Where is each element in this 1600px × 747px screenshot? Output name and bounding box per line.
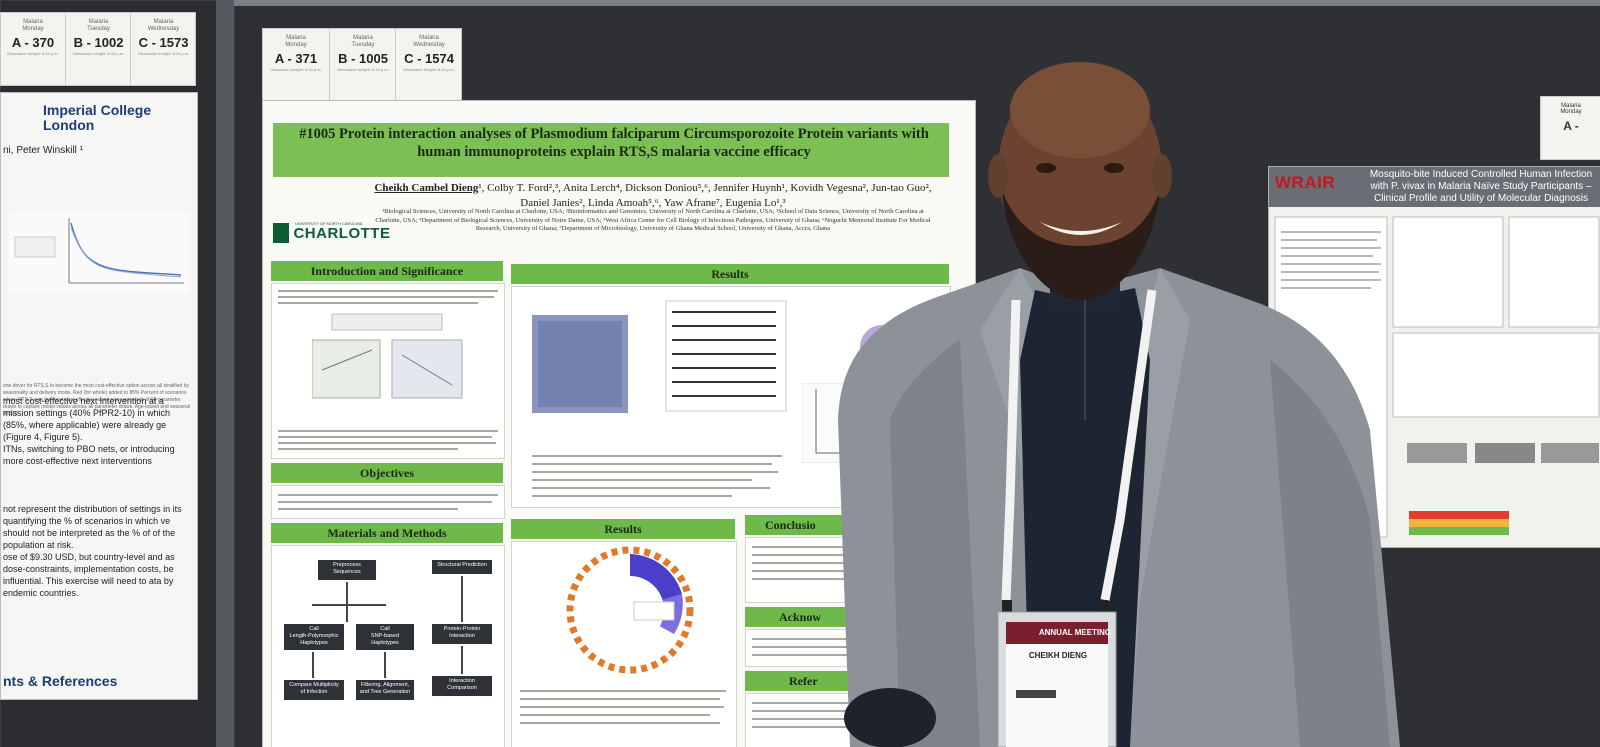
flow-protein-protein: Protein-Protein Interaction [432,624,492,644]
poster-authors: ni, Peter Winskill ¹ [3,145,84,156]
methods-panel: Preprocess Sequences Call Length-Polymor… [271,545,505,747]
uncc-wordmark: CHARLOTTE [293,224,391,242]
poster-code: A - [1563,119,1579,133]
schedule-day: Malaria Tuesday [87,19,110,32]
flow-snp-based: Call SNP-based Haplotypes [356,624,414,650]
badge-name: CHEIKH DIENG [1028,651,1088,660]
board-frame-post [216,0,234,747]
flow-preprocess: Preprocess Sequences [318,560,376,580]
schedule-cell: Malaria Tuesday B - 1002 Discussion toni… [65,13,131,85]
poster-section-heading: nts & References [3,673,118,689]
poster-body-text: most cost-effective next intervention at… [3,396,175,466]
schedule-day: Malaria Monday [22,19,44,32]
uncc-logo: CHARLOTTE UNIVERSITY OF NORTH CAROLINA [273,221,391,243]
schedule-note: Discussion tonight: 6:15 p.m. [7,51,59,56]
flow-multiplicity: Compare Multiplicity of Infection [284,680,344,700]
left-schedule-card: Malaria Monday A - 370 Discussion tonigh… [0,12,196,86]
schedule-note: Discussion tonight: 6:15 p.m. [270,67,322,72]
schedule-cell: Malaria Wednesday C - 1574 Discussion to… [395,29,462,101]
wrair-logo: WRAIR [1275,173,1336,192]
poster-body-text: not represent the distribution of settin… [3,504,182,598]
poster-code: A - 371 [274,51,318,66]
poster-code: B - 1002 [73,35,124,50]
schedule-cell: Malaria Tuesday B - 1005 Discussion toni… [329,29,396,101]
phylogeny-circle-figure [566,546,694,674]
results-matrix-figure [516,291,796,441]
schedule-day: Malaria Tuesday [351,35,375,48]
badge-event-label: ANNUAL MEETING [1038,628,1112,637]
section-heading-objectives: Objectives [271,463,503,483]
schedule-cell: Malaria Monday A - 370 Discussion tonigh… [1,13,65,85]
objectives-panel [271,485,505,519]
schedule-day: Malaria Monday [285,35,307,48]
center-schedule-card: Malaria Monday A - 371 Discussion tonigh… [262,28,462,102]
flow-length-poly: Call Length-Polymorphic Haplotypes [284,624,344,650]
results-bottom-panel [511,541,737,747]
intro-panel [271,283,505,459]
schedule-note: Discussion tonight: 6:15 p.m. [137,51,190,56]
co-authors: ¹, Colby T. Ford²,³, Anita Lerch⁴, Dicks… [478,182,932,209]
poster-title: #1005 Protein interaction analyses of Pl… [299,126,929,160]
schedule-day: Malaria Monday [1560,103,1582,115]
schedule-note: Discussion tonight: 6:15 p.m. [403,67,455,72]
poster-code: A - 370 [11,35,55,50]
schedule-note: Discussion tonight: 6:15 p.m. [337,67,389,72]
section-heading-methods: Materials and Methods [271,523,503,543]
poster-code: B - 1005 [338,51,388,66]
imperial-poster: Imperial College London ni, Peter Winski… [0,92,198,700]
intro-diagram [312,313,463,399]
section-heading-intro: Introduction and Significance [271,261,503,281]
schedule-day: Malaria Wednesday [147,19,180,32]
flow-interaction: Interaction Comparison [432,676,492,696]
imperial-logo: Imperial College London [43,102,152,133]
flow-filtering: Filtering, Alignment, and Tree Generatio… [356,680,414,700]
schedule-day: Malaria Wednesday [413,35,445,48]
right-schedule-card: Malaria Monday A - [1540,96,1600,160]
section-heading-results-2: Results [511,519,735,539]
flow-structural: Structural Prediction [432,560,492,574]
lead-author: Cheikh Cambel Dieng [374,182,479,194]
wrair-title: Mosquito-bite Induced Controlled Human I… [1369,169,1593,204]
schedule-cell: Malaria Monday A - 371 Discussion tonigh… [263,29,329,101]
decay-chart-figure [9,213,189,293]
board-top-rail [234,0,1600,6]
uncc-crown-icon [273,223,289,243]
poster-authors: Cheikh Cambel Dieng¹, Colby T. Ford²,³, … [373,181,933,211]
poster-small-text: one driver for RTS,S to become the most … [3,383,191,417]
uncc-tagline: UNIVERSITY OF NORTH CAROLINA [295,221,363,226]
section-heading-results: Results [511,264,949,284]
schedule-note: Discussion tonight: 6:15 p.m. [72,51,125,56]
title-band [273,123,949,177]
presenter-person [838,62,1400,747]
schedule-cell: Malaria Wednesday C - 1573 Discussion to… [130,13,196,85]
wrair-header [1269,167,1600,207]
poster-code: C - 1574 [404,51,454,66]
poster-code: C - 1573 [138,35,189,50]
poster-affiliations: ¹Biological Sciences, University of Nort… [375,208,931,232]
